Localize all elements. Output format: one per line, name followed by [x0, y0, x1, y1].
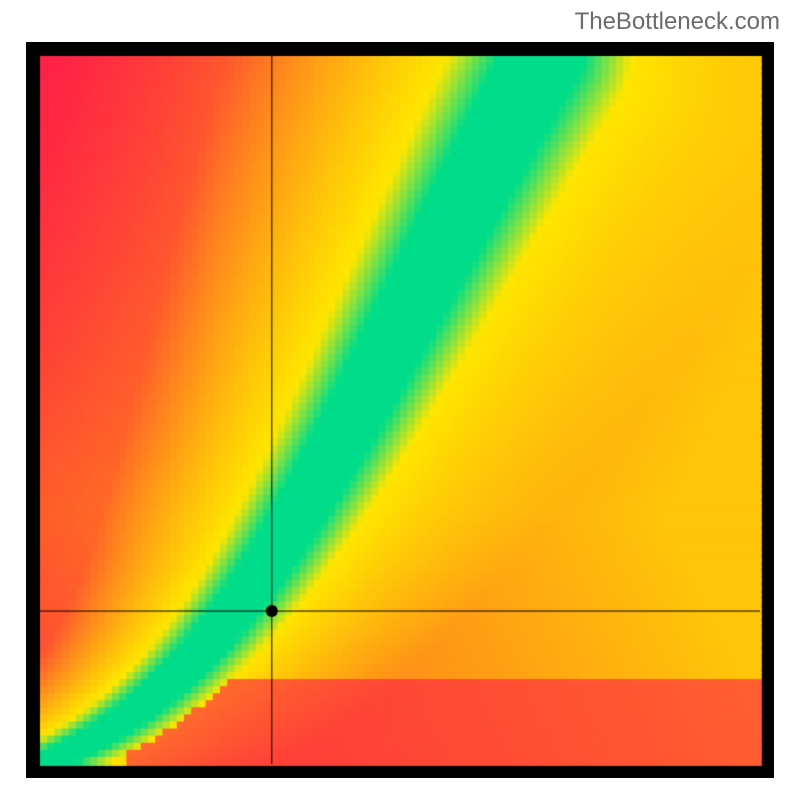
watermark-text: TheBottleneck.com	[575, 8, 780, 36]
plot-border	[26, 42, 774, 778]
chart-container: TheBottleneck.com	[0, 0, 800, 800]
bottleneck-heatmap	[26, 42, 774, 778]
